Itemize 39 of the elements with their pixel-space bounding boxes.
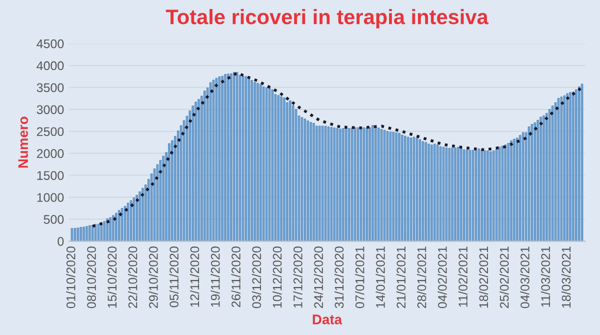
x-tick-label: 04/02/2021 (438, 246, 447, 308)
y-tick-label: 3000 (36, 105, 64, 114)
x-tick-label: 15/10/2020 (107, 246, 117, 308)
x-tick-label: 21/01/2021 (396, 246, 406, 308)
y-tick-label: 2500 (36, 127, 64, 136)
x-tick-label: 17/12/2020 (293, 246, 302, 308)
chart-title: Totale ricoveri in terapia intesiva (166, 9, 488, 28)
x-tick-label: 10/12/2020 (272, 246, 282, 308)
x-tick-label: 25/02/2021 (500, 246, 509, 308)
x-tick-label: 12/11/2020 (190, 246, 200, 307)
y-tick-label: 1500 (37, 171, 64, 180)
x-tick-label: 11/03/2021 (540, 246, 550, 307)
y-tick-label: 4000 (36, 61, 64, 70)
x-tick-label: 19/11/2020 (210, 246, 220, 307)
y-tick-label: 2000 (36, 149, 64, 158)
x-tick-label: 04/03/2021 (520, 246, 530, 308)
x-tick-label: 29/10/2020 (148, 246, 158, 308)
y-tick-label: 1000 (37, 193, 64, 202)
x-tick-label: 03/12/2020 (252, 246, 262, 308)
x-tick-label: 14/01/2021 (376, 246, 385, 308)
x-tick-label: 18/03/2021 (561, 246, 571, 308)
x-tick-label: 07/01/2021 (355, 246, 364, 308)
y-axis-title: Numero (18, 116, 28, 168)
y-tick-label: 500 (44, 215, 64, 224)
x-axis-title: Data (312, 314, 342, 324)
x-tick-label: 28/01/2021 (417, 246, 426, 308)
x-tick-label: 11/02/2021 (458, 246, 468, 307)
x-tick-label: 05/11/2020 (169, 246, 179, 308)
y-tick-label: 4500 (36, 39, 64, 48)
line-series (91, 72, 584, 228)
x-tick-label: 18/02/2021 (478, 246, 488, 308)
x-tick-label: 22/10/2020 (128, 246, 138, 308)
y-tick-label: 0 (58, 237, 64, 246)
y-tick-label: 3500 (36, 83, 64, 92)
x-tick-label: 31/12/2020 (334, 246, 344, 308)
x-tick-label: 08/10/2020 (86, 246, 96, 308)
x-tick-label: 24/12/2020 (314, 246, 323, 308)
x-tick-label: 26/11/2020 (231, 246, 240, 308)
x-tick-label: 01/10/2020 (66, 246, 76, 308)
